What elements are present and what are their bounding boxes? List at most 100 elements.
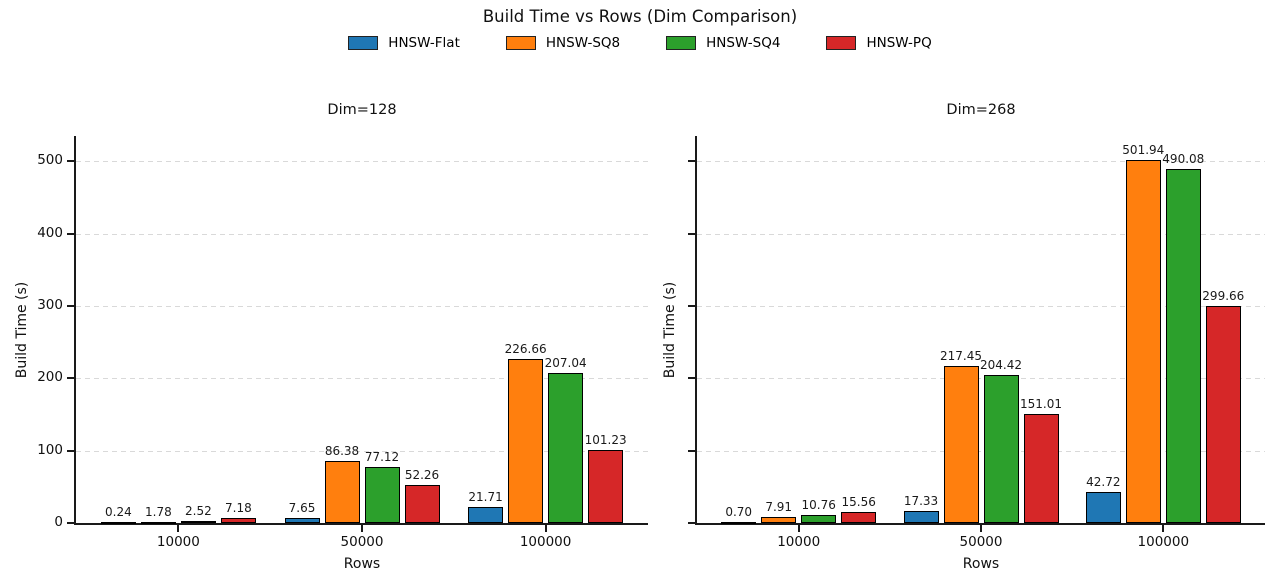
x-axis-spine bbox=[74, 523, 648, 525]
bar-value-label: 0.70 bbox=[725, 504, 753, 519]
legend-swatch-icon bbox=[505, 36, 536, 50]
bar-HNSW-PQ bbox=[1023, 413, 1059, 523]
x-tick-mark bbox=[797, 525, 800, 532]
legend-item: HNSW-SQ8 bbox=[505, 35, 621, 51]
bar-value-label: 52.26 bbox=[404, 468, 440, 483]
bar-HNSW-SQ4 bbox=[1165, 168, 1201, 523]
bar-value-label: 0.24 bbox=[105, 504, 132, 519]
gridline bbox=[76, 306, 648, 307]
bar-value-label: 15.56 bbox=[841, 494, 876, 509]
legend-label: HNSW-SQ8 bbox=[545, 35, 621, 51]
bar-HNSW-SQ8 bbox=[508, 359, 544, 523]
legend-item: HNSW-PQ bbox=[826, 35, 932, 51]
bar-HNSW-SQ8 bbox=[140, 521, 176, 524]
y-tick-label: 500 bbox=[37, 152, 63, 169]
y-tick-mark bbox=[688, 377, 697, 380]
y-tick-mark bbox=[67, 377, 76, 380]
bar-HNSW-PQ bbox=[588, 449, 624, 523]
x-tick-mark bbox=[1162, 525, 1165, 532]
bar-value-label: 299.66 bbox=[1202, 289, 1245, 304]
x-tick-label: 10000 bbox=[156, 534, 200, 550]
bar-HNSW-Flat bbox=[721, 521, 757, 524]
gridline bbox=[76, 378, 648, 380]
bar-value-label: 151.01 bbox=[1020, 396, 1062, 411]
y-axis-label: Build Time (s) bbox=[662, 281, 678, 378]
legend-label: HNSW-Flat bbox=[388, 35, 460, 51]
legend-label: HNSW-PQ bbox=[866, 35, 932, 51]
gridline bbox=[697, 161, 1265, 163]
gridline bbox=[697, 233, 1265, 235]
y-tick-mark bbox=[67, 522, 76, 524]
bar-value-label: 204.42 bbox=[980, 358, 1022, 373]
bar-HNSW-Flat bbox=[284, 517, 320, 523]
bar-value-label: 7.65 bbox=[288, 500, 316, 515]
gridline bbox=[76, 161, 648, 163]
x-axis-spine bbox=[695, 523, 1265, 525]
bar-value-label: 501.94 bbox=[1122, 142, 1165, 157]
bar-value-label: 226.66 bbox=[504, 342, 547, 356]
bar-HNSW-PQ bbox=[404, 485, 440, 523]
y-tick-mark bbox=[67, 305, 76, 307]
bar-value-label: 207.04 bbox=[544, 356, 587, 371]
bar-HNSW-SQ8 bbox=[1125, 159, 1161, 523]
figure-legend: HNSW-Flat HNSW-SQ8 HNSW-SQ4 HNSW-PQ bbox=[0, 35, 1280, 51]
bar-HNSW-SQ8 bbox=[943, 365, 979, 523]
bar-value-label: 2.52 bbox=[185, 504, 212, 519]
bar-HNSW-PQ bbox=[841, 511, 877, 523]
x-tick-label: 100000 bbox=[519, 534, 572, 550]
gridline bbox=[76, 233, 648, 235]
y-tick-mark bbox=[688, 160, 697, 163]
legend-item: HNSW-SQ4 bbox=[666, 35, 780, 51]
bar-HNSW-SQ4 bbox=[983, 375, 1019, 523]
legend-label: HNSW-SQ4 bbox=[706, 35, 781, 51]
x-tick-label: 10000 bbox=[777, 534, 821, 550]
y-tick-mark bbox=[688, 522, 697, 524]
y-tick-label: 300 bbox=[37, 297, 63, 313]
bar-value-label: 7.18 bbox=[225, 500, 252, 515]
y-tick-mark bbox=[688, 232, 697, 235]
y-tick-mark bbox=[67, 160, 76, 163]
subplot-title: Dim=128 bbox=[327, 102, 397, 118]
y-tick-mark bbox=[67, 232, 76, 235]
bar-HNSW-Flat bbox=[903, 510, 939, 523]
y-tick-mark bbox=[688, 305, 697, 307]
bar-HNSW-Flat bbox=[468, 507, 504, 523]
bar-value-label: 7.91 bbox=[765, 500, 793, 515]
subplot-title: Dim=268 bbox=[946, 102, 1016, 118]
y-tick-mark bbox=[688, 449, 697, 452]
bar-HNSW-Flat bbox=[1085, 492, 1121, 523]
x-axis-label: Rows bbox=[962, 556, 1000, 572]
bar-HNSW-PQ bbox=[1205, 306, 1241, 523]
gridline bbox=[697, 306, 1265, 307]
x-tick-label: 100000 bbox=[1137, 534, 1190, 550]
x-tick-mark bbox=[544, 525, 547, 532]
bar-HNSW-SQ8 bbox=[324, 460, 360, 523]
bar-value-label: 490.08 bbox=[1162, 151, 1205, 166]
x-tick-mark bbox=[177, 525, 180, 532]
y-axis-spine bbox=[74, 136, 76, 525]
bar-value-label: 217.45 bbox=[940, 348, 982, 363]
gridline bbox=[76, 450, 648, 452]
bar-value-label: 17.33 bbox=[903, 493, 939, 508]
x-tick-mark bbox=[980, 525, 982, 532]
bar-value-label: 77.12 bbox=[364, 450, 400, 465]
y-tick-label: 100 bbox=[37, 441, 63, 458]
bar-HNSW-SQ4 bbox=[548, 373, 584, 523]
y-tick-label: 0 bbox=[54, 514, 63, 530]
y-tick-label: 200 bbox=[37, 369, 63, 386]
legend-swatch-icon bbox=[826, 36, 857, 50]
bar-value-label: 86.38 bbox=[324, 443, 360, 458]
gridline bbox=[697, 450, 1265, 452]
bar-HNSW-SQ4 bbox=[801, 515, 837, 523]
x-tick-mark bbox=[361, 525, 363, 532]
y-axis-spine bbox=[695, 136, 697, 525]
bar-HNSW-SQ4 bbox=[180, 521, 216, 524]
y-tick-label: 400 bbox=[37, 224, 63, 241]
y-axis-label: Build Time (s) bbox=[14, 281, 30, 378]
legend-swatch-icon bbox=[666, 36, 697, 50]
x-axis-label: Rows bbox=[343, 556, 381, 572]
x-tick-label: 50000 bbox=[959, 534, 1003, 550]
x-tick-label: 50000 bbox=[340, 534, 384, 550]
bar-HNSW-Flat bbox=[100, 521, 136, 524]
